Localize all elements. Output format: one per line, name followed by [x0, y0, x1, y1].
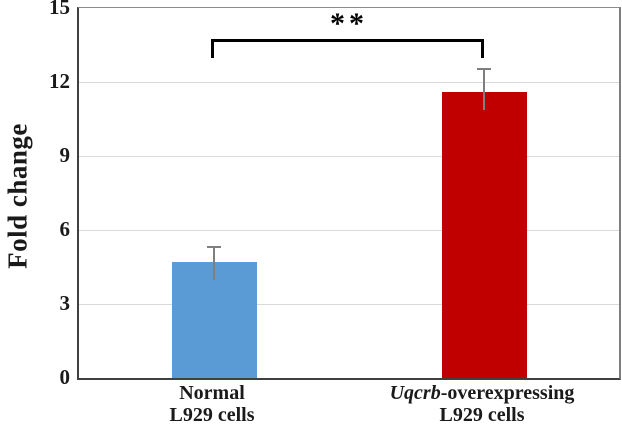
x-category-label: Uqcrb-overexpressing L929 cells — [389, 382, 575, 425]
error-bar-cap — [207, 246, 221, 248]
y-tick-label: 12 — [49, 68, 70, 93]
error-bar-line — [483, 68, 485, 110]
error-bar-line — [213, 246, 215, 281]
gridline — [79, 230, 619, 231]
x-category-label: Normal L929 cells — [169, 382, 255, 425]
y-tick-label: 15 — [49, 0, 70, 19]
y-tick-label: 0 — [59, 364, 71, 389]
gridline — [79, 304, 619, 305]
y-tick-label: 9 — [59, 142, 71, 167]
error-bar-cap — [477, 68, 491, 70]
bar-1 — [441, 91, 527, 378]
significance-bracket — [210, 39, 214, 59]
significance-label: ** — [330, 7, 368, 41]
gridline — [79, 156, 619, 157]
plot-area — [77, 7, 621, 380]
bar-0 — [171, 262, 257, 378]
gridline — [79, 82, 619, 83]
y-tick-label: 3 — [59, 290, 71, 315]
y-tick-label: 6 — [59, 216, 71, 241]
significance-bracket — [210, 39, 484, 43]
significance-bracket — [480, 39, 484, 59]
